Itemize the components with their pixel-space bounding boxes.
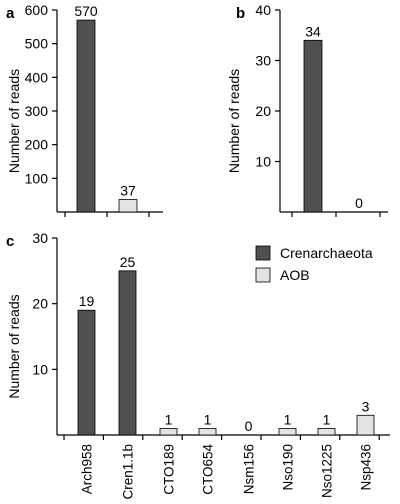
panel-b-y-tick-label: 30: [255, 53, 271, 69]
panel-c-data-label: 25: [120, 254, 136, 270]
panel-b-y-tick-label: 20: [255, 103, 271, 119]
panel-c-category-label: CTO189: [162, 444, 177, 495]
panel-c-bar: [198, 428, 217, 436]
panel-c-data-label: 1: [165, 411, 173, 427]
panel-a-y-tick-label: 400: [25, 69, 49, 85]
panel-a-data-label: 570: [74, 3, 98, 19]
panel-a-bar: [76, 19, 96, 213]
panel-c-data-label: 0: [245, 418, 253, 434]
panel-a-y-tick-label: 500: [25, 36, 49, 52]
panel-c-bar: [118, 270, 137, 436]
panel-c-category-label: Cren1.1b: [121, 444, 136, 500]
panel-b-y-tick-label: 10: [255, 154, 271, 170]
panel-c-data-label: 1: [204, 411, 212, 427]
panel-c-y-tick-label: 10: [32, 361, 48, 377]
panel-a-y-tick-label: 300: [25, 103, 49, 119]
panel-c-category-label: Nso190: [281, 444, 296, 491]
panel-c-bar: [317, 428, 336, 436]
panel-c-category-label: CTO654: [201, 444, 216, 495]
panel-c-data-label: 3: [362, 398, 370, 414]
panel-c-y-tick-label: 20: [32, 296, 48, 312]
panel-b-y-tick-label: 40: [255, 2, 271, 18]
panel-a-y-tick-label: 100: [25, 170, 49, 186]
panel-c-category-label: Arch958: [80, 444, 95, 494]
panel-c-letter: c: [6, 233, 14, 250]
legend-label-aob: AOB: [280, 267, 310, 283]
panel-a-bar: [118, 199, 138, 213]
panel-a-y-tick-label: 200: [25, 137, 49, 153]
panel-b-chart: b 10 20 30 40 Number of reads 34 0: [226, 2, 388, 217]
legend-swatch-crenarchaeota: [255, 245, 271, 261]
panel-c-category-label: Nso1225: [320, 444, 335, 498]
panel-a-chart: a 100 200 300 400 500 600 Number of reads 570 37: [6, 2, 163, 217]
legend-label-crenarchaeota: Crenarchaeota: [280, 245, 373, 261]
panel-c-data-label: 1: [284, 411, 292, 427]
panel-c-bar: [278, 428, 297, 436]
panel-a-y-axis-title: Number of reads: [6, 69, 22, 173]
panel-c-data-label: 19: [79, 293, 95, 309]
panel-c-category-label: Nsm156: [242, 444, 257, 494]
panel-b-data-label: 0: [355, 195, 363, 211]
panel-a-letter: a: [6, 5, 15, 22]
panel-c-y-axis-title: Number of reads: [6, 294, 22, 398]
legend: Crenarchaeota AOB: [255, 245, 373, 283]
panel-c-y-tick-label: 30: [32, 230, 48, 246]
panel-c-bar: [77, 309, 96, 436]
legend-swatch-aob: [255, 267, 271, 283]
panel-b-data-label: 34: [305, 23, 321, 39]
panel-a-y-tick-label: 600: [25, 2, 49, 18]
panel-c-category-label: Nsp436: [359, 444, 374, 491]
panel-c-data-label: 1: [323, 411, 331, 427]
panel-b-y-axis-title: Number of reads: [226, 69, 242, 173]
panel-b-letter: b: [236, 5, 245, 22]
panel-c-bar: [159, 428, 178, 436]
panel-a-data-label: 37: [120, 183, 136, 199]
panel-c-bar: [356, 414, 375, 436]
panel-b-bar: [303, 39, 323, 213]
